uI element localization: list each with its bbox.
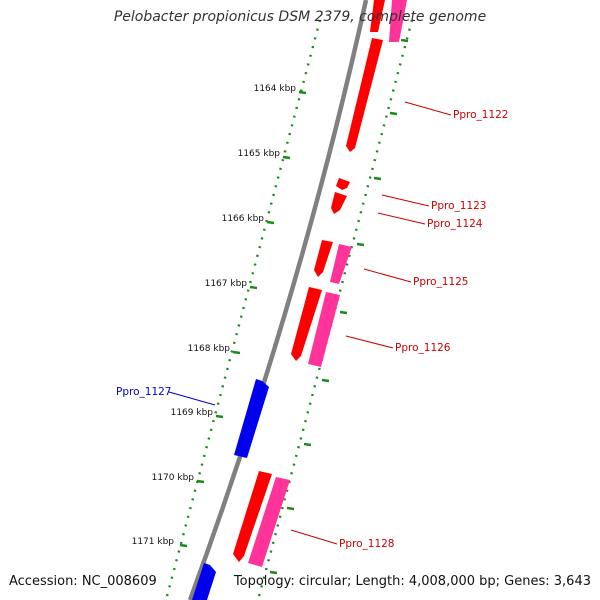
gene-ppro-1125 (314, 240, 333, 277)
kbp-label: 1171 kbp (132, 537, 175, 547)
gene-label: Ppro_1124 (427, 218, 483, 230)
cds-ppro-1125 (330, 244, 352, 284)
outer-dotted-track (256, 19, 414, 600)
topology-text: Topology: circular; Length: 4,008,000 bp… (233, 574, 591, 589)
gene-label: Ppro_1125 (413, 276, 468, 288)
gene-ppro-1124 (331, 192, 347, 214)
cds-ppro-1126 (308, 292, 340, 367)
inner-dotted-track (164, 19, 322, 600)
gene-ppro-1123 (336, 178, 350, 190)
gene-block (389, 0, 407, 42)
gene-label: Ppro_1128 (339, 538, 394, 550)
label-leader-lines (168, 101, 452, 545)
cds-ppro-1128 (248, 477, 290, 567)
genome-backbone (187, 0, 369, 600)
gene-ppro-1122 (346, 38, 383, 152)
kbp-label: 1170 kbp (152, 473, 195, 483)
inner-tick-marks (179, 90, 307, 548)
gene-label: Ppro_1127 (116, 386, 171, 398)
kbp-label: 1167 kbp (205, 279, 248, 289)
gene-ppro-1128 (233, 471, 272, 562)
outer-tick-marks (269, 38, 409, 575)
kbp-label: 1168 kbp (188, 344, 231, 354)
accession-text: Accession: NC_008609 (9, 574, 157, 589)
gene-block (192, 563, 216, 600)
gene-label: Ppro_1126 (395, 342, 451, 354)
gene-label: Ppro_1123 (431, 200, 486, 212)
kbp-label: 1165 kbp (238, 149, 281, 159)
gene-ppro-1127 (234, 379, 269, 458)
kbp-label: 1169 kbp (171, 408, 214, 418)
kbp-label: 1164 kbp (254, 84, 297, 94)
gene-block (370, 0, 385, 32)
gene-label: Ppro_1122 (453, 109, 508, 121)
kbp-label: 1166 kbp (222, 214, 265, 224)
gene-ppro-1126 (291, 287, 322, 361)
map-title: Pelobacter propionicus DSM 2379, complet… (113, 9, 487, 25)
